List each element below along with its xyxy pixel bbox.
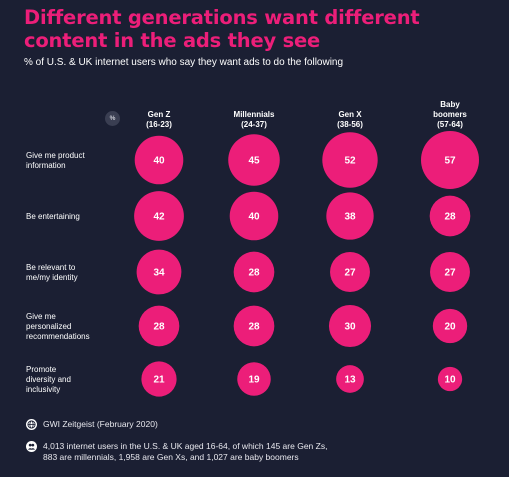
bubble <box>437 366 463 392</box>
bubble-value-label: 20 <box>444 322 456 333</box>
bubble-value-label: 27 <box>344 268 356 279</box>
bubble <box>322 132 378 188</box>
bubble <box>134 191 184 241</box>
bubble-value-label: 27 <box>444 268 456 279</box>
bubble <box>421 131 479 189</box>
bubble-value-label: 38 <box>344 212 356 223</box>
bubble-value-label: 19 <box>248 375 260 386</box>
bubble <box>229 191 279 241</box>
source-text: GWI Zeitgeist (February 2020) <box>43 419 158 429</box>
column-header: Millennials (24-37) <box>234 110 275 129</box>
bubble-value-label: 42 <box>153 212 165 223</box>
bubble-value-label: 40 <box>248 212 260 223</box>
people-icon <box>26 441 37 452</box>
bubble <box>136 249 182 295</box>
page-title: Different generations want different con… <box>24 6 420 52</box>
column-header: Gen X (38-56) <box>337 110 363 129</box>
bubble <box>233 251 275 293</box>
bubble <box>330 252 370 292</box>
bubble-value-label: 13 <box>344 375 356 386</box>
bubble-value-label: 45 <box>248 156 260 167</box>
bubble-value-label: 30 <box>344 322 356 333</box>
bubble-value-label: 28 <box>153 322 165 333</box>
row-label: Be relevant to me/my identity <box>26 263 78 282</box>
bubble <box>336 365 364 393</box>
bubble <box>134 135 184 185</box>
notes-line: 4,013 internet users in the U.S. & UK ag… <box>26 441 343 463</box>
row-label: Be entertaining <box>26 212 80 221</box>
bubble <box>138 305 180 347</box>
bubble-value-label: 34 <box>153 268 165 279</box>
bubble-value-label: 40 <box>153 156 165 167</box>
notes-text: 4,013 internet users in the U.S. & UK ag… <box>43 441 328 462</box>
bubble-value-label: 10 <box>444 375 456 386</box>
bubble <box>233 305 275 347</box>
bubble-value-label: 28 <box>444 212 456 223</box>
column-header: Gen Z (16-23) <box>146 110 172 129</box>
bubble-value-label: 21 <box>153 375 165 386</box>
bubble <box>141 361 177 397</box>
percent-badge-icon: % <box>105 111 120 126</box>
bubble <box>429 195 471 237</box>
source-line: GWI Zeitgeist (February 2020) <box>26 419 158 430</box>
bubble-value-label: 28 <box>248 268 260 279</box>
bubble <box>228 134 280 186</box>
row-label: Promote diversity and inclusivity <box>26 365 71 394</box>
bubble-value-label: 28 <box>248 322 260 333</box>
page-subtitle: % of U.S. & UK internet users who say th… <box>24 57 344 68</box>
bubble <box>328 304 372 348</box>
globe-icon <box>26 419 37 430</box>
column-header: Baby boomers (57-64) <box>433 100 467 129</box>
bubble <box>430 252 470 292</box>
row-label: Give me product information <box>26 151 85 170</box>
bubble <box>237 362 271 396</box>
bubble <box>326 192 374 240</box>
row-label: Give me personalized recommendations <box>26 312 90 341</box>
bubble <box>432 308 468 344</box>
bubble-value-label: 57 <box>444 156 456 167</box>
bubble-value-label: 52 <box>344 156 356 167</box>
